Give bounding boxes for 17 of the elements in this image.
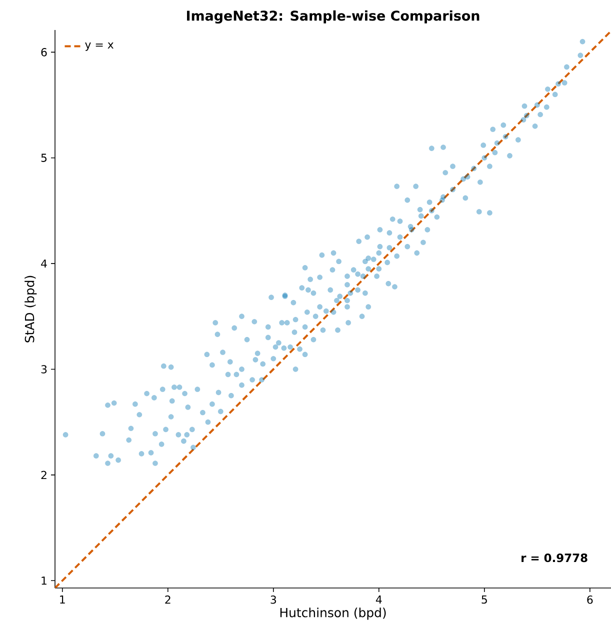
y-tick-label: 4 xyxy=(41,260,47,268)
legend-label: y = x xyxy=(85,42,114,51)
y-tick-label: 2 xyxy=(41,470,46,479)
x-axis-title: Hutchinson (bpd) xyxy=(280,608,386,620)
x-tick-label: 3 xyxy=(270,596,276,604)
x-tick-label: 4 xyxy=(376,596,382,604)
annotation: r = 0.9778 xyxy=(522,554,588,562)
x-tick-label: 6 xyxy=(587,596,593,604)
x-tick-label: 1 xyxy=(60,596,65,604)
y-tick-label: 1 xyxy=(42,576,46,585)
y-tick-label: 3 xyxy=(41,365,47,374)
y-tick-label: 5 xyxy=(41,154,47,162)
y-tick-label: 6 xyxy=(41,48,47,56)
chart-title: ImageNet32: Sample-wise Comparison xyxy=(187,10,480,24)
x-tick-label: 5 xyxy=(482,596,487,604)
y-axis-title: StAD (bpd) xyxy=(24,276,37,342)
x-tick-label: 2 xyxy=(165,596,170,604)
